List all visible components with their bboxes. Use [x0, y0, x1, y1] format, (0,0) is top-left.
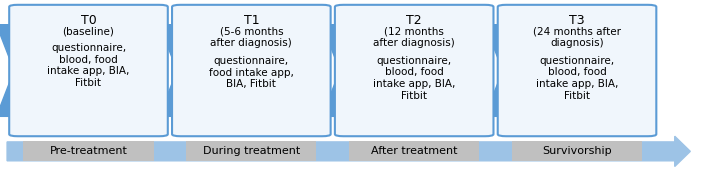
Polygon shape — [159, 25, 195, 116]
FancyBboxPatch shape — [349, 141, 479, 161]
Text: (12 months
after diagnosis): (12 months after diagnosis) — [373, 27, 455, 48]
FancyBboxPatch shape — [23, 141, 154, 161]
FancyBboxPatch shape — [512, 141, 642, 161]
FancyBboxPatch shape — [172, 5, 331, 136]
Text: T1: T1 — [244, 14, 259, 27]
Text: T3: T3 — [569, 14, 585, 27]
Text: T2: T2 — [406, 14, 422, 27]
Polygon shape — [485, 25, 520, 116]
Text: questionnaire,
blood, food
intake app, BIA,
Fitbit: questionnaire, blood, food intake app, B… — [47, 43, 130, 88]
Text: Pre-treatment: Pre-treatment — [50, 146, 127, 156]
Text: During treatment: During treatment — [202, 146, 300, 156]
FancyBboxPatch shape — [335, 5, 493, 136]
Text: questionnaire,
blood, food
intake app, BIA,
Fitbit: questionnaire, blood, food intake app, B… — [373, 56, 455, 101]
Text: After treatment: After treatment — [371, 146, 457, 156]
FancyBboxPatch shape — [498, 5, 656, 136]
Polygon shape — [322, 25, 358, 116]
Polygon shape — [0, 25, 32, 116]
Text: T0: T0 — [81, 14, 96, 27]
FancyBboxPatch shape — [186, 141, 316, 161]
Text: (5-6 months
after diagnosis): (5-6 months after diagnosis) — [210, 27, 292, 48]
Text: (24 months after
diagnosis): (24 months after diagnosis) — [533, 27, 621, 48]
Text: questionnaire,
food intake app,
BIA, Fitbit: questionnaire, food intake app, BIA, Fit… — [209, 56, 294, 89]
FancyBboxPatch shape — [9, 5, 168, 136]
Text: questionnaire,
blood, food
intake app, BIA,
Fitbit: questionnaire, blood, food intake app, B… — [536, 56, 618, 101]
FancyArrow shape — [7, 136, 690, 166]
Text: Survivorship: Survivorship — [542, 146, 612, 156]
Text: (baseline): (baseline) — [62, 27, 115, 37]
